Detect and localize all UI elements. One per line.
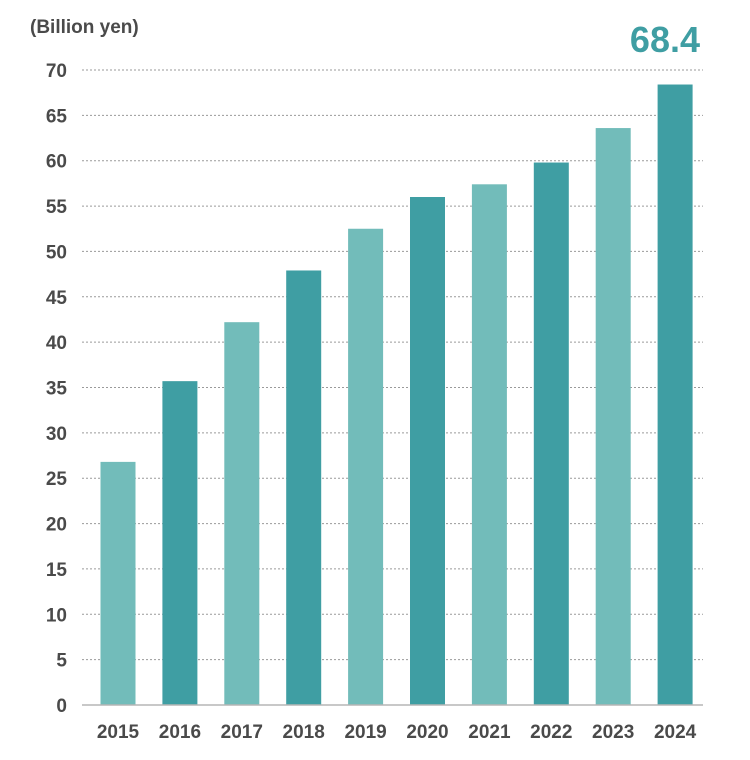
bar-2024 [657,84,693,705]
x-tick-label: 2024 [654,722,697,743]
x-axis-ticks: 2015 2016 2017 2018 2019 2020 2021 2022 2023 2024 [97,722,697,743]
x-tick-label: 2022 [530,722,572,743]
x-tick-label: 2020 [406,722,448,743]
y-tick-label: 60 [46,152,67,173]
y-tick-label: 20 [46,515,67,536]
y-tick-label: 55 [46,197,68,218]
bar-2022 [533,162,569,705]
y-tick-label: 15 [46,560,68,581]
y-tick-label: 25 [46,469,68,490]
bar-2020 [410,197,445,705]
bars [100,84,693,706]
y-tick-label: 30 [46,424,67,445]
y-axis-ticks: 0 5 10 15 20 25 30 35 40 45 50 55 60 65 70 [46,61,68,717]
y-tick-label: 0 [56,696,67,717]
x-tick-label: 2019 [344,722,386,743]
y-tick-label: 40 [46,333,67,354]
y-tick-label: 45 [46,288,68,309]
bar-2018 [286,270,322,705]
highlight-value-label: 68.4 [630,19,700,60]
bar-2019 [348,228,384,705]
bar-2015 [100,461,136,705]
y-tick-label: 5 [56,651,67,672]
bar-2016 [162,381,198,705]
bar-2021 [471,184,507,706]
x-tick-label: 2015 [97,722,140,743]
bar-2023 [595,128,631,706]
x-tick-label: 2023 [592,722,634,743]
bar-2017 [224,322,260,705]
x-tick-label: 2016 [159,722,201,743]
y-tick-label: 65 [46,106,68,127]
y-tick-label: 10 [46,605,67,626]
y-tick-label: 50 [46,242,67,263]
y-tick-label: 35 [46,379,68,400]
y-tick-label: 70 [46,61,67,82]
x-tick-label: 2018 [283,722,325,743]
unit-label: (Billion yen) [30,17,139,38]
x-tick-label: 2021 [468,722,511,743]
x-tick-label: 2017 [221,722,263,743]
